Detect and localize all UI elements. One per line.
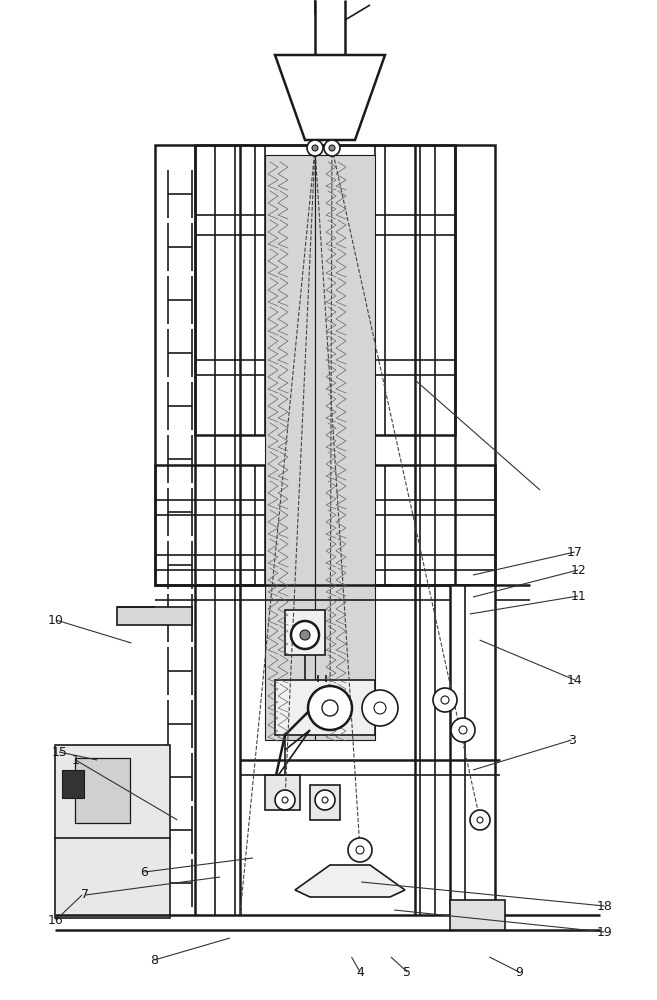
Text: 8: 8 bbox=[150, 954, 158, 966]
Bar bbox=[315, 155, 375, 740]
Bar bbox=[450, 900, 505, 930]
Text: 16: 16 bbox=[48, 914, 64, 926]
Bar bbox=[265, 775, 300, 810]
Circle shape bbox=[374, 702, 386, 714]
Circle shape bbox=[315, 790, 335, 810]
Bar bbox=[450, 585, 495, 915]
Circle shape bbox=[322, 797, 328, 803]
Bar bbox=[75, 758, 130, 823]
Circle shape bbox=[362, 690, 398, 726]
Circle shape bbox=[308, 686, 352, 730]
Text: 5: 5 bbox=[403, 966, 411, 978]
Bar bbox=[155, 465, 495, 585]
Bar bbox=[285, 610, 325, 655]
Circle shape bbox=[307, 140, 323, 156]
Text: 18: 18 bbox=[597, 900, 612, 912]
Bar bbox=[55, 838, 170, 918]
Bar bbox=[275, 680, 375, 735]
Text: 19: 19 bbox=[597, 926, 612, 938]
Bar bbox=[62, 770, 84, 798]
Circle shape bbox=[470, 810, 490, 830]
Bar bbox=[195, 145, 455, 435]
Text: 10: 10 bbox=[48, 613, 64, 626]
Bar bbox=[265, 155, 315, 740]
Circle shape bbox=[322, 700, 338, 716]
Polygon shape bbox=[295, 865, 405, 897]
Circle shape bbox=[459, 726, 467, 734]
Bar bbox=[310, 785, 340, 820]
Circle shape bbox=[275, 790, 295, 810]
Text: 11: 11 bbox=[570, 589, 586, 602]
Bar bbox=[155, 145, 495, 585]
Circle shape bbox=[441, 696, 449, 704]
Text: 15: 15 bbox=[51, 746, 67, 758]
Circle shape bbox=[433, 688, 457, 712]
Circle shape bbox=[356, 846, 364, 854]
Text: 12: 12 bbox=[570, 564, 586, 576]
Circle shape bbox=[324, 140, 340, 156]
Circle shape bbox=[329, 145, 335, 151]
Bar bbox=[117, 607, 192, 625]
Text: 9: 9 bbox=[515, 966, 523, 978]
Text: 6: 6 bbox=[141, 865, 148, 879]
Text: 1: 1 bbox=[72, 754, 79, 766]
Text: 7: 7 bbox=[81, 888, 89, 902]
Text: 14: 14 bbox=[567, 674, 583, 686]
Circle shape bbox=[348, 838, 372, 862]
Text: 4: 4 bbox=[356, 966, 364, 978]
Circle shape bbox=[291, 621, 319, 649]
Text: 3: 3 bbox=[568, 734, 576, 746]
Text: 17: 17 bbox=[567, 546, 583, 558]
Circle shape bbox=[477, 817, 483, 823]
Circle shape bbox=[300, 630, 310, 640]
Bar bbox=[55, 745, 170, 840]
Circle shape bbox=[451, 718, 475, 742]
Polygon shape bbox=[275, 55, 385, 140]
Circle shape bbox=[282, 797, 288, 803]
Circle shape bbox=[312, 145, 318, 151]
